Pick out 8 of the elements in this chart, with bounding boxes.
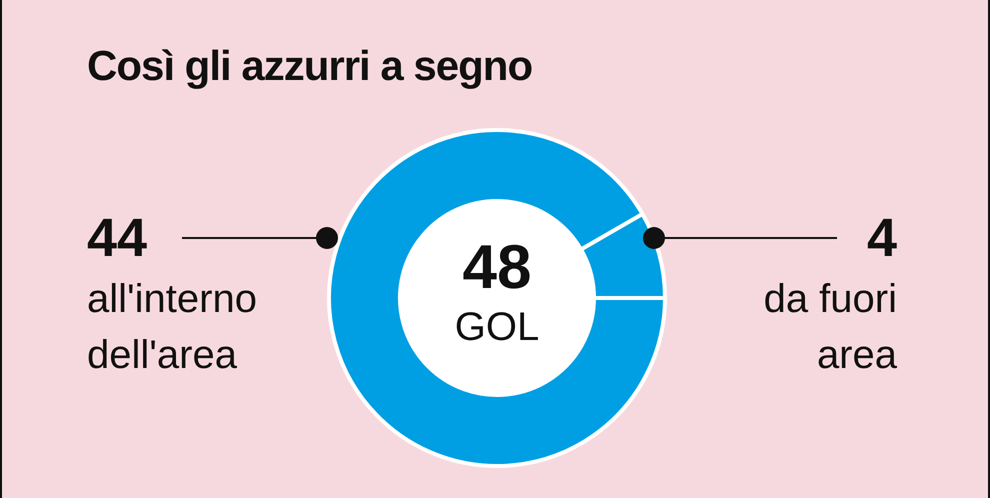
slice-label: all'interno dell'area (87, 277, 257, 377)
slice-label: da fuori area (764, 277, 898, 377)
text: 48 (462, 233, 532, 302)
data-label: 44 (87, 208, 148, 268)
data-label: 4 (866, 208, 897, 268)
chart-title: Così gli azzurri a segno (87, 42, 532, 90)
text: GOL (454, 305, 540, 349)
donut-slice (327, 128, 667, 468)
